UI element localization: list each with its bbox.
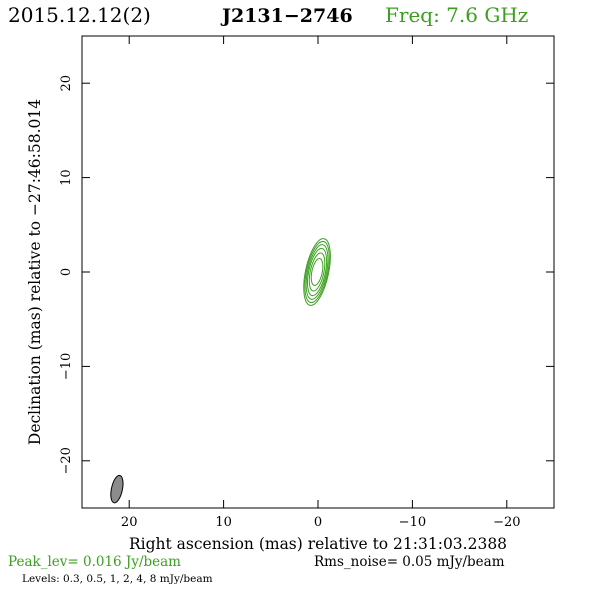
x-axis-label: Right ascension (mas) relative to 21:31:…: [129, 535, 507, 553]
frequency-label: Freq: 7.6 GHz: [385, 3, 528, 27]
y-tick-label: 20: [59, 75, 74, 92]
observation-date: 2015.12.12(2): [8, 3, 151, 27]
peak-level: Peak_lev= 0.016 Jy/beam: [8, 554, 181, 570]
x-tick-label: −10: [399, 515, 426, 530]
beam-group: [110, 474, 124, 504]
x-tick-label: 0: [314, 515, 322, 530]
contour-0.5-mjy: [304, 240, 330, 304]
y-axis-label: Declination (mas) relative to −27:46:58.…: [26, 99, 44, 445]
contour-levels: Levels: 0.3, 0.5, 1, 2, 4, 8 mJy/beam: [22, 573, 213, 585]
y-tick-label: −20: [59, 447, 74, 474]
plot-frame: [81, 35, 555, 509]
y-tick-label: 0: [59, 268, 74, 276]
contour-group: [303, 238, 331, 306]
x-tick-label: 10: [215, 515, 232, 530]
rms-noise: Rms_noise= 0.05 mJy/beam: [314, 554, 505, 570]
x-tick-label: −20: [493, 515, 520, 530]
contour-4-mjy: [308, 252, 326, 292]
contour-0.3-mjy: [303, 238, 331, 306]
restoring-beam: [110, 474, 124, 504]
contour-1-mjy: [305, 244, 329, 300]
y-tick-label: −10: [59, 353, 74, 380]
contour-8-mjy: [310, 258, 324, 286]
axis-ticks: 20 10 0 −10 −20 20 10 0 −10 −20: [59, 36, 554, 530]
y-tick-label: 10: [59, 169, 74, 186]
contour-2-mjy: [307, 247, 328, 297]
x-tick-label: 20: [121, 515, 138, 530]
source-name: J2131−2746: [220, 5, 353, 27]
